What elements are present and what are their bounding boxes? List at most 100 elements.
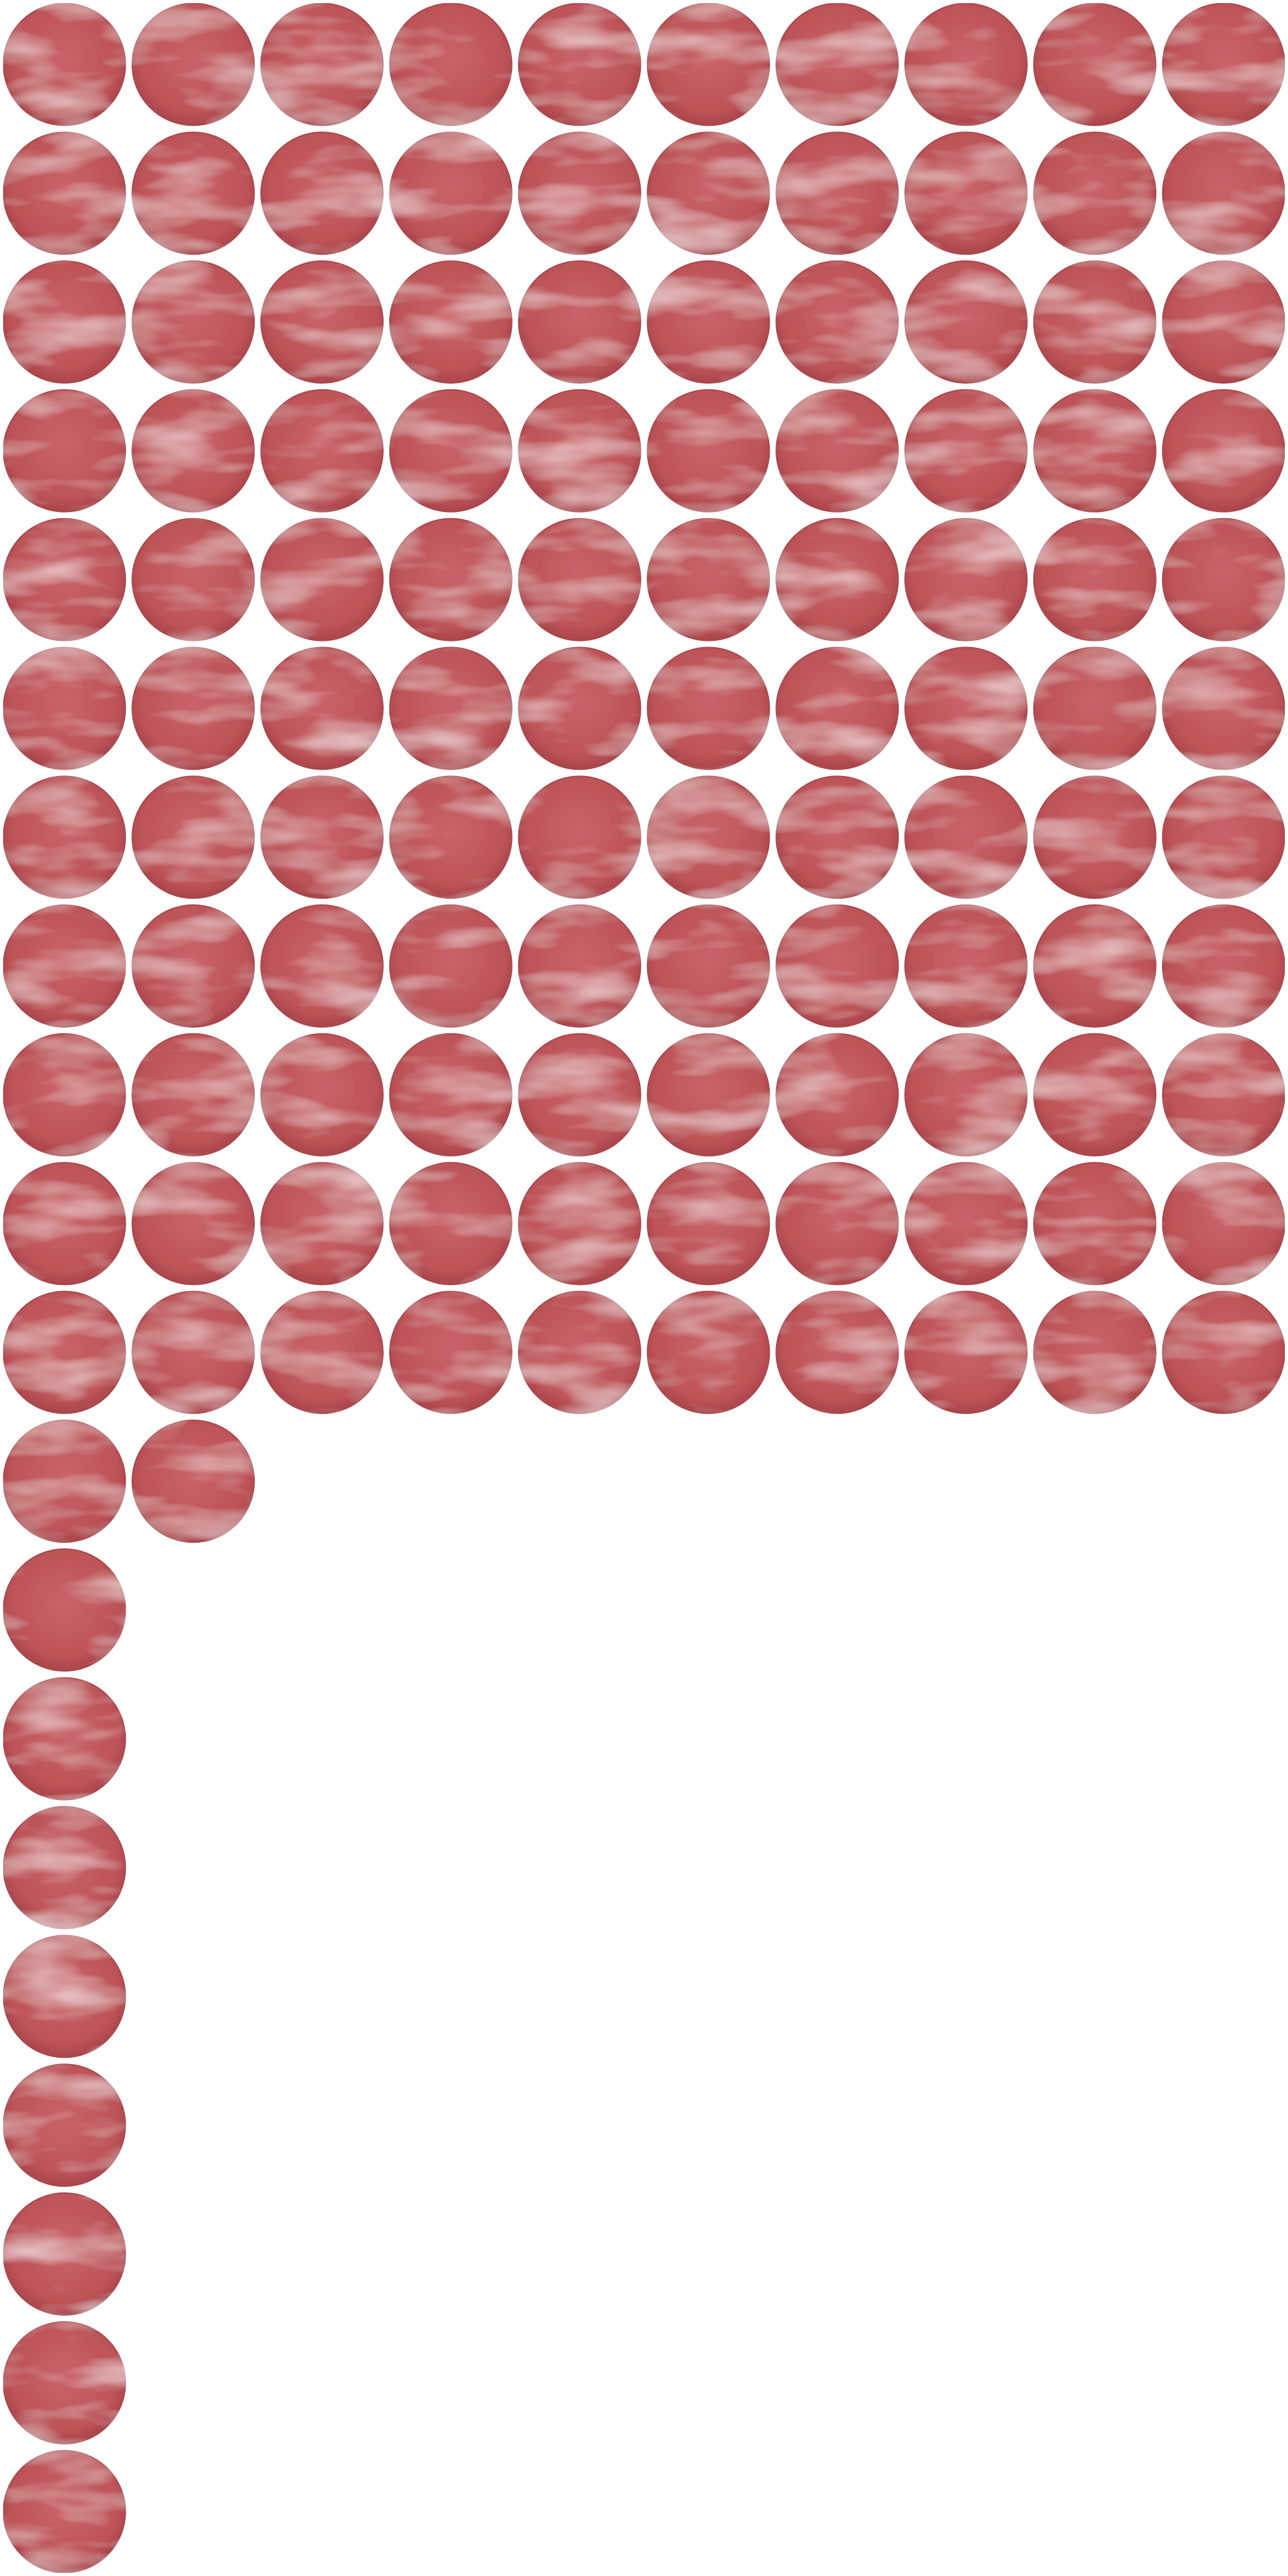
circle bbox=[260, 1291, 384, 1414]
circle bbox=[1033, 647, 1157, 770]
circle bbox=[1033, 1033, 1157, 1157]
circle bbox=[260, 1033, 384, 1157]
circle bbox=[904, 904, 1028, 1028]
circle bbox=[775, 131, 899, 255]
circle bbox=[775, 647, 899, 770]
circle bbox=[3, 260, 126, 384]
circle bbox=[1162, 389, 1285, 513]
circle bbox=[3, 2063, 126, 2187]
circle bbox=[3, 1806, 126, 1929]
circle bbox=[518, 1291, 641, 1414]
circle bbox=[131, 1033, 255, 1157]
circle bbox=[1162, 1033, 1285, 1157]
circle bbox=[904, 775, 1028, 899]
circle bbox=[389, 260, 513, 384]
circle bbox=[389, 518, 513, 641]
circle bbox=[389, 389, 513, 513]
circle bbox=[131, 389, 255, 513]
circle bbox=[518, 518, 641, 641]
circle bbox=[1033, 3, 1157, 126]
circle bbox=[3, 2321, 126, 2445]
circle bbox=[3, 1935, 126, 2058]
circle bbox=[1033, 904, 1157, 1028]
circle bbox=[904, 1162, 1028, 1285]
circle-group bbox=[3, 3, 1285, 2573]
circle bbox=[3, 1291, 126, 1414]
circle bbox=[904, 1033, 1028, 1157]
circle bbox=[1033, 260, 1157, 384]
circle bbox=[260, 131, 384, 255]
circle bbox=[904, 647, 1028, 770]
circle bbox=[131, 775, 255, 899]
circle bbox=[518, 260, 641, 384]
circle bbox=[518, 131, 641, 255]
circle bbox=[1162, 904, 1285, 1028]
circle bbox=[389, 904, 513, 1028]
circle bbox=[389, 1033, 513, 1157]
circle bbox=[518, 3, 641, 126]
circle bbox=[389, 1291, 513, 1414]
circle bbox=[904, 3, 1028, 126]
circle bbox=[389, 1162, 513, 1285]
circle bbox=[775, 389, 899, 513]
circle bbox=[518, 904, 641, 1028]
circle bbox=[260, 904, 384, 1028]
circle bbox=[1033, 1291, 1157, 1414]
circle bbox=[1162, 3, 1285, 126]
circle bbox=[260, 1162, 384, 1285]
circle bbox=[131, 904, 255, 1028]
circle bbox=[647, 1033, 770, 1157]
circle bbox=[131, 131, 255, 255]
circle bbox=[775, 1162, 899, 1285]
circle bbox=[1033, 518, 1157, 641]
circle bbox=[647, 1162, 770, 1285]
circle bbox=[775, 260, 899, 384]
circle bbox=[260, 260, 384, 384]
circle bbox=[260, 647, 384, 770]
circle bbox=[389, 775, 513, 899]
circle bbox=[1162, 1162, 1285, 1285]
circle bbox=[3, 3, 126, 126]
circle bbox=[518, 775, 641, 899]
circle bbox=[1162, 775, 1285, 899]
circle bbox=[647, 389, 770, 513]
circle bbox=[389, 131, 513, 255]
circle bbox=[1162, 518, 1285, 641]
circle bbox=[904, 131, 1028, 255]
circle bbox=[904, 1291, 1028, 1414]
circle bbox=[3, 904, 126, 1028]
circle bbox=[131, 1291, 255, 1414]
circle bbox=[3, 775, 126, 899]
circle bbox=[3, 1162, 126, 1285]
circle bbox=[775, 1033, 899, 1157]
circle bbox=[1162, 131, 1285, 255]
circle bbox=[647, 260, 770, 384]
circle bbox=[775, 3, 899, 126]
circle bbox=[1033, 131, 1157, 255]
circle bbox=[775, 518, 899, 641]
circle bbox=[3, 2450, 126, 2573]
circle bbox=[1162, 647, 1285, 770]
circle bbox=[1033, 775, 1157, 899]
circle bbox=[3, 389, 126, 513]
circle bbox=[131, 1419, 255, 1543]
circle bbox=[1033, 1162, 1157, 1285]
circle bbox=[131, 647, 255, 770]
circle bbox=[647, 3, 770, 126]
circle bbox=[904, 260, 1028, 384]
circle bbox=[131, 1162, 255, 1285]
circle bbox=[260, 518, 384, 641]
circle bbox=[775, 904, 899, 1028]
circle bbox=[647, 1291, 770, 1414]
circle bbox=[131, 260, 255, 384]
circle bbox=[647, 904, 770, 1028]
circle bbox=[260, 3, 384, 126]
circle bbox=[260, 389, 384, 513]
circle bbox=[3, 1548, 126, 1672]
circle bbox=[3, 518, 126, 641]
circle bbox=[647, 775, 770, 899]
circle bbox=[518, 1033, 641, 1157]
circle bbox=[3, 1033, 126, 1157]
